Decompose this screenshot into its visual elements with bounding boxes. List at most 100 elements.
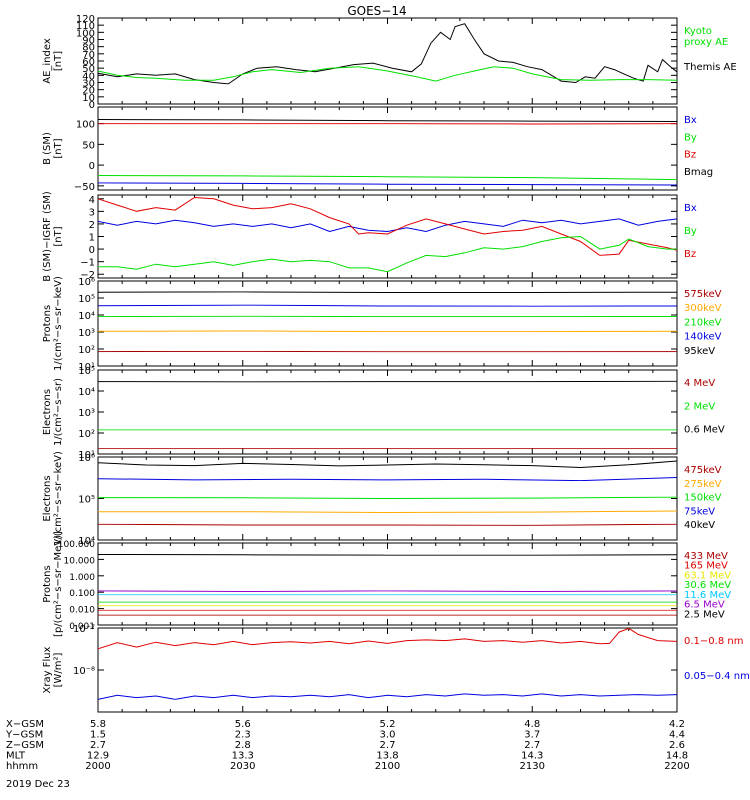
legend-line: 6.5 MeV [684, 600, 725, 611]
panel-electrons_kev: 10⁴ 10⁵ 10⁶ Electrons 1/(cm²−s−sr−keV) 475keV… [42, 451, 722, 547]
series-themis-ae [98, 24, 677, 84]
legend-line: Kyoto [684, 26, 712, 37]
legend-line: 0.1−0.8 nm [684, 636, 743, 647]
y-tick-label: 60 [82, 57, 95, 68]
ephemeris-value-hhmm: 2100 [375, 761, 400, 772]
series-kyoto-proxy-ae [98, 67, 677, 81]
y-tick-label: 50 [82, 64, 95, 75]
y-tick-label: 100 [76, 28, 95, 39]
panel-frame [97, 369, 678, 455]
y-tick-label: 0.100 [69, 589, 95, 599]
legend-entry: 0.6 MeV [684, 425, 725, 436]
series-300kev [98, 331, 677, 332]
legend-entry: 40keV [684, 520, 715, 531]
legend-entry: 0.05−0.4 nm [684, 671, 750, 682]
y-tick-label: 70 [82, 50, 95, 61]
y-axis-label: [p/(cm²−s−sr−MeV)] [53, 531, 64, 637]
legend-line: 11.6 MeV [684, 590, 731, 601]
ephemeris-value-mlt: 13.8 [376, 751, 398, 762]
ephemeris-value-zgsm: 2.6 [669, 740, 685, 751]
y-tick-label: 80 [82, 43, 95, 54]
y-axis-label: Protons [42, 305, 53, 342]
legend-entry: 4 MeV [684, 378, 715, 389]
y-axis-label: Electrons [42, 475, 53, 521]
legend-entry: 165 MeV [684, 561, 728, 572]
legend-line: 95keV [684, 346, 715, 357]
y-axis-label: AE_index [42, 38, 53, 84]
legend-entry: Bz [684, 249, 696, 260]
y-tick-label: 90 [82, 36, 95, 47]
ephemeris-value-zgsm: 2.7 [380, 740, 396, 751]
ephemeris-row-label: X−GSM [6, 719, 44, 730]
y-axis-label: Electrons [42, 389, 53, 435]
ephemeris-value-ygsm: 1.5 [90, 730, 106, 741]
y-tick-label: 30 [82, 79, 95, 90]
series-95kev [98, 292, 677, 293]
legend-line: Bz [684, 150, 696, 161]
panel-frame [97, 627, 678, 713]
series-bx [98, 219, 677, 232]
legend-line: 40keV [684, 520, 715, 531]
y-axis-label: 1/(cm²−s−sr−keV) [53, 276, 64, 371]
series-150kev [98, 497, 677, 498]
legend-line: proxy AE [684, 37, 728, 48]
legend-entry: 30.6 MeV [684, 580, 731, 591]
series-bz [98, 198, 677, 256]
legend-line: Themis AE [683, 62, 737, 73]
series-0-05-0-4-nm [98, 694, 677, 700]
ephemeris-value-ygsm: 3.0 [380, 730, 396, 741]
y-tick-label: 110 [76, 21, 95, 32]
legend-entry: 2.5 MeV [684, 609, 725, 620]
y-axis-label: [nT] [53, 138, 64, 158]
y-tick-label: −50 [74, 182, 95, 193]
ephemeris-value-xgsm: 4.8 [524, 719, 540, 730]
legend-entry: Bx [684, 203, 697, 214]
y-tick-label: 40 [82, 71, 95, 82]
y-axis-label: [nT] [53, 51, 64, 71]
panel-protons_kev: 10¹ 10² 10³ 10⁴ 10⁵ 10⁶ Protons 1/(cm²−s−sr−keV… [42, 276, 722, 373]
legend-line: 0.6 MeV [684, 425, 725, 436]
series-2-5-mev [98, 555, 677, 556]
panel-xray: 10⁻⁸ 10⁻⁷ Xray Flux [W/m²] 0.1−0.8 nm 0.05−0.… [42, 624, 750, 713]
legend-line: 275keV [684, 479, 722, 490]
y-tick-label: 1.000 [69, 573, 95, 583]
y-axis-label: Protons [42, 565, 53, 602]
ephemeris-value-ygsm: 2.3 [235, 730, 251, 741]
legend-line: By [684, 132, 697, 143]
legend-entry: 300keV [684, 303, 722, 314]
y-tick-label: 0.010 [69, 606, 95, 616]
series-40kev [98, 461, 677, 468]
ephemeris-value-xgsm: 5.8 [90, 719, 106, 730]
ephemeris-value-zgsm: 2.7 [90, 740, 106, 751]
legend-entry: Bx [684, 115, 697, 126]
series-475kev [98, 524, 677, 525]
legend-line: 433 MeV [684, 551, 728, 562]
series-by [98, 237, 677, 272]
y-axis-label: B (SM)−IGRF (SM) [42, 191, 53, 282]
y-tick-label: 10⁴ [78, 387, 95, 398]
series-275kev [98, 511, 677, 513]
panel-electrons_mev: 10¹ 10² 10³ 10⁴ 10⁵ Electrons 1/(cm²−s−sr) 4 Me… [42, 366, 725, 461]
y-axis-label: 1/(cm²−s−sr−keV) [53, 451, 64, 546]
ephemeris-row-label: MLT [6, 751, 26, 762]
y-tick-label: 10⁻⁷ [73, 624, 95, 635]
legend-line: 0.05−0.4 nm [684, 671, 750, 682]
y-tick-label: 10⁵ [78, 495, 95, 506]
legend-entry: 275keV [684, 479, 722, 490]
ephemeris-row-label: Y−GSM [5, 730, 43, 741]
y-tick-label: 10⁴ [78, 536, 95, 547]
legend-line: 150keV [684, 493, 722, 504]
y-tick-label: 10¹ [78, 362, 95, 373]
y-tick-label: 10² [78, 345, 95, 356]
legend-entry: 150keV [684, 493, 722, 504]
ephemeris-value-mlt: 13.3 [232, 751, 254, 762]
ephemeris-value-hhmm: 2200 [664, 761, 689, 772]
legend-line: 2 MeV [684, 401, 715, 412]
panel-db: −2−1 01 2 34 B (SM)−IGRF (SM) [nT] Bx By Bz [42, 191, 697, 282]
panel-frame [97, 280, 678, 367]
legend-entry: Kyoto proxy AE [684, 26, 728, 48]
y-tick-label: 100 [76, 120, 95, 131]
legend-line: Bx [684, 115, 697, 126]
